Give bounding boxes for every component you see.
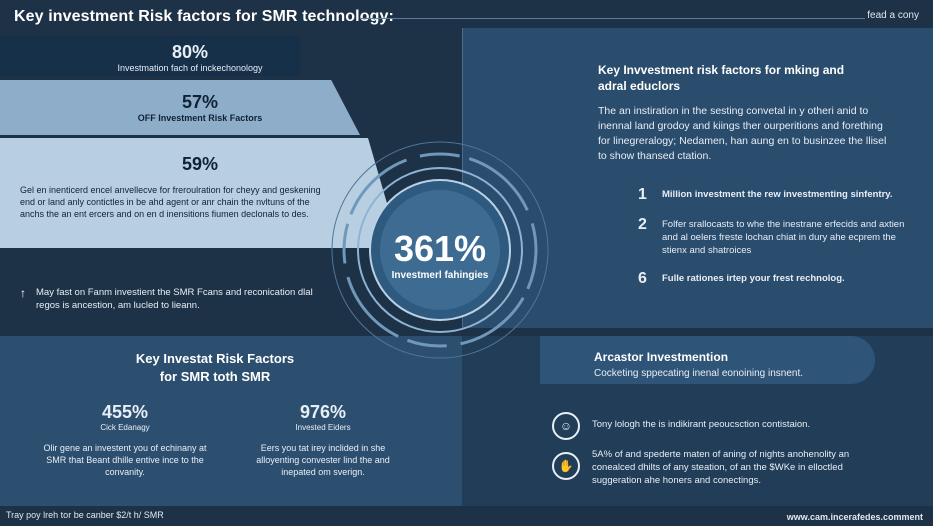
- page-title: Key investment Risk factors for SMR tech…: [14, 8, 394, 25]
- right-panel-paragraph: The an instiration in the sesting convet…: [598, 105, 887, 162]
- stat-value: 976%: [299, 402, 347, 422]
- bottom-right-item-2-text: 5A% of and spederte maten of aning of ni…: [592, 449, 850, 486]
- bottom-right-subheading: Cocketing sppecating inenal eonoining in…: [594, 368, 804, 379]
- stat-block-2: 57% OFF Investment Risk Factors: [110, 92, 290, 123]
- center-value: 361%: [393, 228, 487, 269]
- right-panel-heading: Key Invvestment risk factors for mking a…: [598, 63, 845, 93]
- bottom-right-header-pill: [540, 336, 875, 384]
- left-note-text: May fast on Fanm investient the SMR Fcan…: [36, 287, 313, 311]
- bottom-right-heading: Arcastor Investmention: [594, 350, 729, 364]
- left-band-2: [0, 80, 360, 135]
- stat-text: Olir gene an investent you of echinany a…: [43, 443, 207, 477]
- corner-tag: fead a cony: [867, 10, 919, 21]
- stat-label: OFF Investment Risk Factors: [137, 113, 263, 123]
- center-ring-graphic: [331, 141, 549, 359]
- heading-line-2: for SMR toth SMR: [159, 369, 271, 384]
- item-number: 2: [638, 216, 647, 233]
- stat-value: 80%: [171, 42, 209, 62]
- mid-ring: [357, 167, 523, 333]
- stat-text: Eers you tat irey inclided in she alloye…: [256, 443, 390, 477]
- stat-block-1: 80% Investmation fach of inckechonology: [100, 42, 280, 73]
- bottom-left-heading: Key Investat Risk Factors for SMR toth S…: [100, 350, 330, 386]
- footer-left: Tray poy lreh tor be canber $2/t h/ SMR: [6, 510, 164, 520]
- center-label: Investmerl fahingies: [391, 270, 489, 281]
- dashed-ring: [342, 152, 538, 348]
- item-number: 1: [638, 186, 647, 203]
- center-stat: 361% Investmerl fahingies: [380, 228, 500, 281]
- outer-ring: [331, 141, 549, 359]
- person-icon: ☺: [552, 412, 580, 440]
- stat-value: 455%: [101, 402, 149, 422]
- stat-block-3-text: Gel en inenticerd encel anvellecve for f…: [20, 185, 321, 219]
- heading-line-1: Key Investat Risk Factors: [135, 351, 295, 366]
- bottom-left-stat-1: 455% Cick Edanagy Olir gene an investent…: [40, 402, 210, 478]
- bottom-left-stat-2: 976% Invested Eiders Eers you tat irey i…: [238, 402, 408, 478]
- bottom-right-item-1-text: Tony lologh the is indikirant peoucsctio…: [592, 419, 811, 430]
- stat-value: 59%: [181, 154, 219, 174]
- item-text: Fulle rationes irtep your frest rechnolo…: [662, 273, 845, 284]
- footer-url[interactable]: www.cam.incerafedes.comment: [786, 512, 923, 522]
- left-band-3: [0, 138, 400, 248]
- stat-label: Cick Edanagy: [100, 423, 150, 432]
- left-band-1: [0, 36, 300, 76]
- bottom-left-panel-bg: [0, 336, 462, 506]
- stat-label: Invested Eiders: [295, 423, 351, 432]
- stat-block-3-value: 59%: [170, 154, 230, 175]
- item-text: Million investment the rew investmenting…: [662, 189, 893, 200]
- right-panel-bg: [462, 28, 933, 328]
- item-number: 6: [638, 270, 647, 287]
- stat-value: 57%: [181, 92, 219, 112]
- hand-person-icon: ✋: [552, 452, 580, 480]
- title-divider: [360, 18, 865, 19]
- center-disc: [380, 190, 500, 310]
- item-text: Folfer srallocasts to whe the inestrane …: [662, 219, 905, 256]
- stat-label: Investmation fach of inckechonology: [117, 63, 263, 73]
- arrow-up-icon: ↑: [20, 286, 26, 300]
